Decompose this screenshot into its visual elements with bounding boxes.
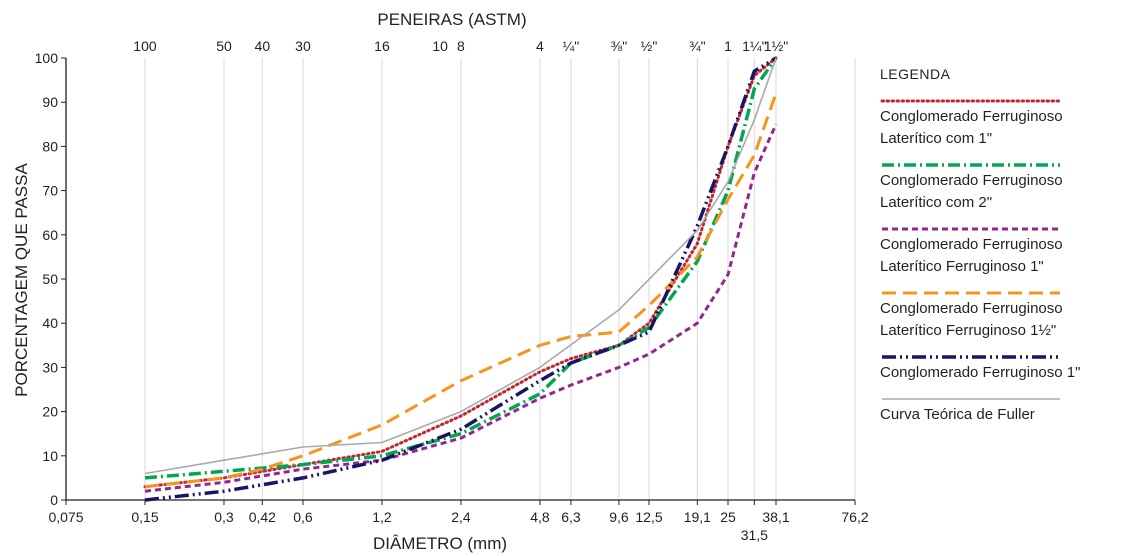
x-tick-label: 0,15 bbox=[131, 509, 158, 525]
x-tick-label: 76,2 bbox=[841, 509, 868, 525]
top-tick-label: 50 bbox=[216, 38, 232, 54]
top-tick-label: 8 bbox=[457, 38, 465, 54]
legend-item: Curva Teórica de Fuller bbox=[880, 394, 1130, 426]
y-axis-title: PORCENTAGEM QUE PASSA bbox=[12, 163, 31, 397]
legend-label: Conglomerado Ferruginoso Laterítico Ferr… bbox=[880, 300, 1063, 339]
x-tick-label: 38,1 bbox=[762, 509, 789, 525]
x-tick-label: 0,075 bbox=[48, 509, 83, 525]
legend-item: Conglomerado Ferruginoso Laterítico com … bbox=[880, 96, 1130, 150]
legend-item: Conglomerado Ferruginoso 1" bbox=[880, 352, 1130, 384]
tick-labels: 0 10 20 30 40 50 60 70 80 90 100 0,075 0,15 0,3 0,42 0,… bbox=[35, 38, 869, 543]
legend-label: Conglomerado Ferruginoso Laterítico com … bbox=[880, 172, 1063, 211]
legend-swatch bbox=[880, 99, 1062, 103]
series-line-2 bbox=[144, 56, 778, 480]
top-tick-label: 16 bbox=[374, 38, 390, 54]
y-tick-label: 30 bbox=[42, 359, 58, 375]
top-tick-label: 100 bbox=[133, 38, 157, 54]
legend-items: Conglomerado Ferruginoso Laterítico com … bbox=[880, 96, 1130, 426]
y-tick-label: 40 bbox=[42, 315, 58, 331]
x-tick-label: 1,2 bbox=[372, 509, 392, 525]
top-tick-label: 4 bbox=[536, 38, 544, 54]
y-tick-label: 70 bbox=[42, 183, 58, 199]
top-tick-label: 1 bbox=[724, 38, 732, 54]
series-line-6 bbox=[144, 57, 777, 475]
y-tick-label: 50 bbox=[42, 271, 58, 287]
top-tick-label: ¼" bbox=[563, 38, 580, 54]
top-tick-label: 1¼" bbox=[742, 38, 766, 54]
y-tick-label: 0 bbox=[50, 492, 58, 508]
x-tick-label: 2,4 bbox=[451, 509, 471, 525]
x-tick-label: 12,5 bbox=[635, 509, 662, 525]
legend-swatch bbox=[882, 227, 1060, 231]
x-axis-title: DIÂMETRO (mm) bbox=[373, 534, 507, 553]
x-tick-label: 9,6 bbox=[609, 509, 629, 525]
legend-swatch bbox=[882, 355, 1060, 359]
top-tick-label: 10 bbox=[432, 38, 448, 54]
legend-item: Conglomerado Ferruginoso Laterítico Ferr… bbox=[880, 288, 1130, 342]
legend-item: Conglomerado Ferruginoso Laterítico com … bbox=[880, 160, 1130, 214]
legend-title: LEGENDA bbox=[880, 66, 951, 82]
legend-swatch bbox=[882, 163, 1060, 167]
top-tick-label: 40 bbox=[255, 38, 271, 54]
x-tick-label: 31,5 bbox=[741, 527, 768, 543]
series-lines bbox=[143, 56, 778, 502]
y-tick-label: 60 bbox=[42, 227, 58, 243]
legend-label: Conglomerado Ferruginoso Laterítico com … bbox=[880, 108, 1063, 147]
x-tick-label: 19,1 bbox=[684, 509, 711, 525]
x-tick-label: 25 bbox=[720, 509, 736, 525]
axes bbox=[61, 57, 856, 505]
top-tick-label: 1½" bbox=[764, 38, 788, 54]
top-tick-label: ¾" bbox=[689, 38, 706, 54]
x-tick-label: 0,42 bbox=[249, 509, 276, 525]
x-tick-label: 4,8 bbox=[530, 509, 550, 525]
legend-item: Conglomerado Ferruginoso Laterítico Ferr… bbox=[880, 224, 1130, 278]
x-tick-label: 6,3 bbox=[561, 509, 581, 525]
y-tick-label: 20 bbox=[42, 404, 58, 420]
legend-label: Curva Teórica de Fuller bbox=[880, 406, 1035, 423]
legend-label: Conglomerado Ferruginoso Laterítico Ferr… bbox=[880, 236, 1063, 275]
legend: LEGENDA Conglomerado Ferruginoso Laterít… bbox=[880, 66, 1130, 436]
top-axis-title: PENEIRAS (ASTM) bbox=[377, 10, 526, 29]
y-tick-label: 100 bbox=[35, 50, 59, 66]
series-line-5 bbox=[144, 56, 777, 502]
x-tick-label: 0,6 bbox=[293, 509, 313, 525]
y-tick-label: 90 bbox=[42, 94, 58, 110]
legend-swatch bbox=[882, 291, 1060, 295]
y-tick-label: 10 bbox=[42, 448, 58, 464]
x-tick-label: 0,3 bbox=[214, 509, 234, 525]
legend-swatch bbox=[882, 398, 1060, 400]
series-line-3 bbox=[144, 123, 778, 493]
top-tick-label: ⅜" bbox=[611, 38, 628, 54]
top-tick-label: ½" bbox=[641, 38, 658, 54]
legend-label: Conglomerado Ferruginoso 1" bbox=[880, 364, 1081, 381]
y-tick-label: 80 bbox=[42, 138, 58, 154]
grid bbox=[144, 58, 856, 500]
top-tick-label: 30 bbox=[295, 38, 311, 54]
